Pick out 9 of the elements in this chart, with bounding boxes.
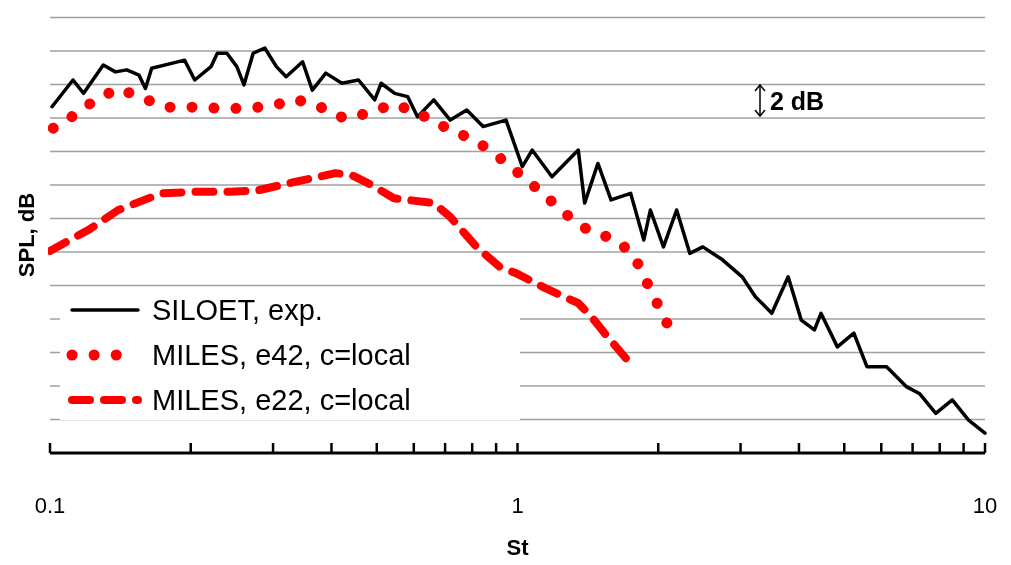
annotation: 2 dB — [770, 87, 825, 115]
y-axis-title: SPL, dB — [14, 192, 39, 278]
x-tick-label: 1 — [511, 493, 524, 518]
legend-label: SILOET, exp. — [152, 294, 323, 326]
x-tick-label: 10 — [972, 493, 998, 518]
x-tick-label: 0.1 — [34, 493, 66, 518]
legend-label: MILES, e42, c=local — [152, 339, 411, 371]
x-axis-title: St — [506, 535, 530, 560]
legend-label: MILES, e22, c=local — [152, 384, 411, 416]
